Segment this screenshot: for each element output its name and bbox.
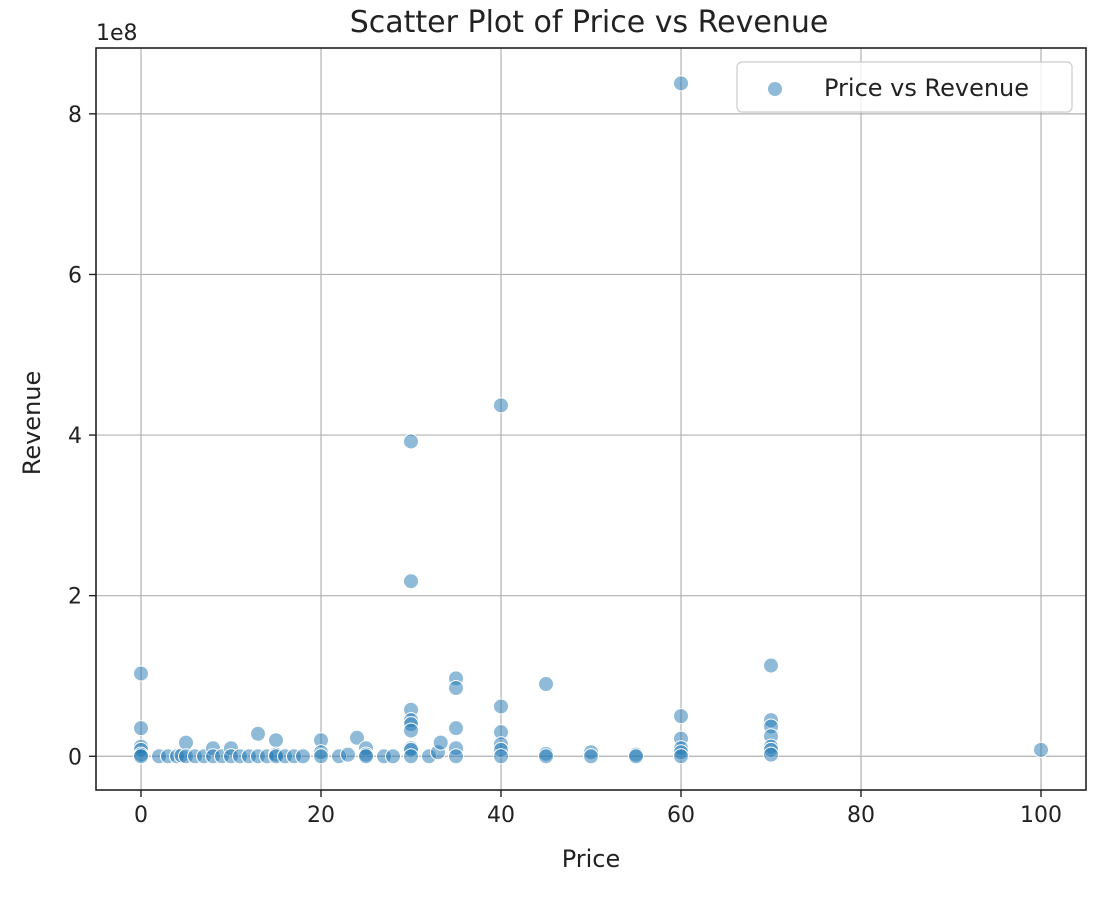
data-point: [403, 573, 419, 590]
data-point: [763, 746, 779, 763]
data-point: [178, 734, 194, 751]
data-point: [628, 748, 644, 765]
data-points: [133, 75, 1049, 765]
x-axis-ticks: 0 20 40 60 80 100: [134, 790, 1062, 828]
x-tick-label: 60: [667, 803, 695, 828]
y-tick-label: 2: [68, 585, 82, 610]
grid-lines: [96, 48, 1086, 790]
y-tick-label: 0: [68, 745, 82, 770]
y-tick-label: 4: [68, 424, 82, 449]
y-axis-offset-text: 1e8: [96, 21, 138, 46]
data-point: [493, 748, 509, 765]
data-point: [1033, 741, 1049, 758]
plot-area-frame: [95, 47, 1087, 791]
x-tick-label: 100: [1020, 803, 1062, 828]
data-point: [448, 720, 464, 737]
x-tick-label: 40: [487, 803, 515, 828]
data-point: [538, 748, 554, 765]
y-tick-label: 8: [68, 103, 82, 128]
x-axis-label: Price: [562, 845, 621, 873]
data-point: [538, 676, 554, 692]
data-point: [448, 748, 464, 765]
chart-title: Scatter Plot of Price vs Revenue: [350, 5, 829, 40]
data-point: [340, 746, 356, 763]
data-point: [250, 725, 266, 742]
data-point: [583, 748, 599, 765]
data-point: [295, 748, 311, 765]
data-point: [268, 732, 284, 749]
legend-box: [736, 61, 1073, 113]
data-point: [133, 665, 149, 682]
data-point: [673, 748, 689, 765]
y-axis-label: Revenue: [18, 371, 46, 476]
x-tick-label: 0: [134, 803, 148, 828]
x-tick-label: 20: [307, 803, 335, 828]
data-point: [448, 680, 464, 697]
data-point: [133, 748, 149, 765]
data-point: [349, 729, 365, 746]
legend-marker: [767, 81, 783, 97]
data-point: [385, 748, 401, 765]
y-axis-ticks: 0 2 4 6 8: [68, 103, 96, 770]
data-point: [493, 397, 509, 414]
y-tick-label: 6: [68, 263, 82, 288]
data-point: [313, 748, 329, 765]
data-point: [763, 657, 779, 674]
data-point: [493, 698, 509, 715]
data-point: [133, 720, 149, 737]
data-point: [403, 433, 419, 450]
data-point: [403, 748, 419, 765]
data-point: [432, 734, 449, 751]
data-point: [673, 75, 689, 92]
data-point: [403, 722, 419, 739]
data-point: [673, 708, 689, 725]
data-point: [358, 748, 374, 765]
legend-label: Price vs Revenue: [824, 74, 1029, 102]
x-tick-label: 80: [847, 803, 875, 828]
legend: Price vs Revenue: [736, 61, 1073, 113]
